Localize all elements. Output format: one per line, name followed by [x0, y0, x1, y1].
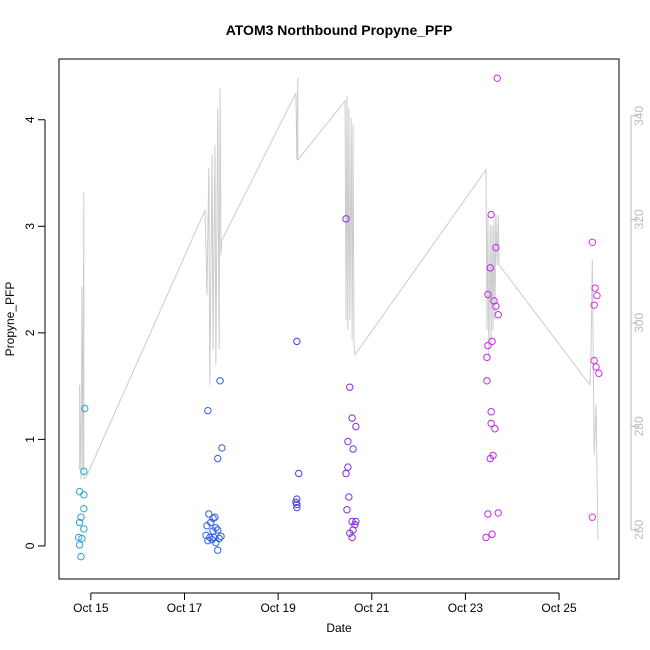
point [204, 406, 212, 415]
point [75, 541, 84, 549]
x-tick-label: Oct 23 [448, 601, 484, 615]
point [216, 377, 224, 385]
point [492, 243, 500, 252]
point [209, 514, 217, 522]
x-tick-label: Oct 21 [354, 601, 390, 615]
point [488, 530, 496, 538]
point [80, 525, 88, 533]
point [346, 383, 354, 391]
point [590, 301, 598, 309]
point [81, 404, 89, 413]
x-tick-label: Oct 19 [260, 601, 296, 615]
point [491, 425, 499, 433]
point [592, 363, 600, 371]
point [295, 469, 303, 478]
point [487, 408, 495, 416]
x-tick-label: Oct 15 [73, 601, 109, 615]
chart-title: ATOM3 Northbound Propyne_PFP [226, 22, 453, 38]
point [486, 454, 494, 463]
point [346, 529, 354, 537]
point [490, 297, 498, 305]
point [482, 533, 490, 542]
point [77, 552, 85, 561]
point [483, 353, 491, 362]
point [348, 414, 356, 422]
point [211, 513, 219, 521]
y-axis-label: Propyne_PFP [3, 282, 17, 357]
point [484, 510, 492, 518]
y2-tick-label: 280 [632, 416, 646, 436]
point [80, 491, 88, 499]
point [484, 290, 492, 299]
point [348, 533, 356, 542]
point [591, 284, 599, 292]
point [212, 539, 220, 547]
point [486, 264, 494, 272]
point [352, 422, 360, 431]
point [493, 74, 501, 82]
point [494, 311, 502, 319]
point [492, 302, 500, 310]
point [593, 291, 601, 300]
point [209, 527, 217, 535]
point [218, 444, 226, 452]
point [483, 377, 491, 385]
point [74, 533, 83, 542]
point [78, 534, 86, 543]
y-tick-label: 4 [23, 116, 37, 123]
y2-tick-label: 300 [632, 313, 646, 333]
point [588, 238, 597, 246]
x-tick-label: Oct 25 [541, 601, 577, 615]
point [75, 518, 84, 527]
point [484, 341, 492, 350]
point [342, 469, 350, 478]
point [77, 513, 85, 521]
y-tick-label: 2 [23, 329, 37, 336]
point [293, 337, 301, 346]
point [494, 509, 502, 517]
y2-tick-label: 340 [632, 106, 646, 126]
y-tick-label: 3 [23, 223, 37, 230]
plot-box [58, 58, 620, 580]
point [487, 419, 495, 428]
point [214, 546, 222, 554]
point [590, 356, 598, 365]
point [80, 504, 88, 513]
point [217, 532, 225, 541]
y-tick-label: 1 [23, 436, 37, 443]
point [344, 463, 352, 471]
point [588, 513, 597, 521]
y2-tick-label: 260 [632, 520, 646, 540]
point [207, 518, 215, 527]
point [214, 454, 222, 463]
point [80, 467, 88, 476]
x-axis-label: Date [326, 621, 352, 635]
point [487, 210, 495, 219]
point [204, 536, 212, 545]
x-tick-label: Oct 17 [167, 601, 203, 615]
point [349, 445, 357, 453]
point [202, 531, 210, 540]
line-series [79, 78, 599, 540]
point [293, 503, 301, 512]
point [345, 493, 353, 501]
point [342, 215, 350, 223]
y2-tick-label: 320 [632, 209, 646, 229]
point [205, 510, 213, 518]
point [344, 437, 352, 446]
y-tick-label: 0 [23, 542, 37, 549]
point [293, 495, 301, 503]
point [595, 369, 603, 378]
point [488, 337, 496, 346]
point [293, 500, 301, 509]
point [352, 517, 360, 526]
point [343, 506, 351, 514]
point [351, 520, 359, 529]
point [214, 526, 222, 534]
